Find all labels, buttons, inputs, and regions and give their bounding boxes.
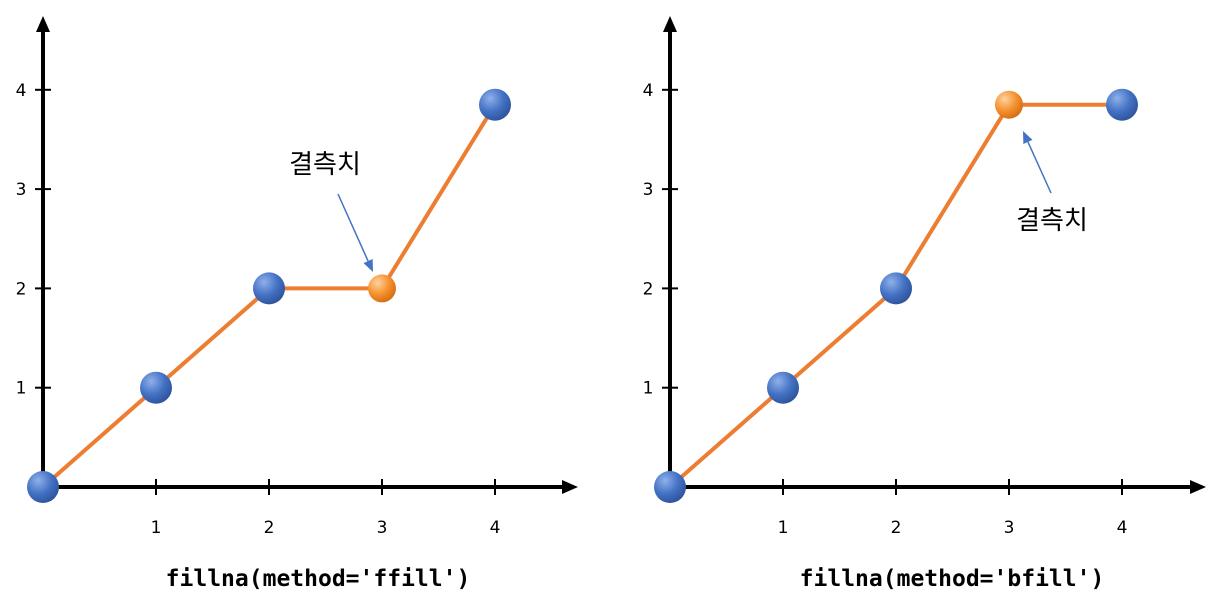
- annotation-label: 결측치: [289, 150, 361, 180]
- missing-data-point: [995, 90, 1023, 119]
- x-tick-label: 3: [377, 518, 388, 538]
- annotation-arrowhead: [363, 259, 373, 272]
- x-tick-label: 1: [778, 518, 789, 538]
- x-tick-label: 2: [264, 518, 275, 538]
- y-axis-arrowhead: [36, 16, 50, 32]
- y-tick-label: 2: [643, 279, 654, 299]
- data-point: [1106, 88, 1138, 121]
- annotation-arrow: [337, 193, 369, 262]
- y-tick-label: 2: [16, 279, 27, 299]
- data-point: [140, 371, 172, 404]
- y-tick-label: 4: [16, 81, 27, 101]
- annotation-label: 결측치: [1016, 206, 1088, 236]
- axes: 1 2 3 4 1 2 3 4: [16, 16, 578, 538]
- chart-panel-bfill: fillna(method='bfill') 결측치 1 2 3 4 1 2 3 4: [643, 16, 1206, 592]
- chart-caption: fillna(method='bfill'): [800, 566, 1105, 592]
- data-point: [253, 272, 285, 305]
- data-point: [479, 88, 511, 121]
- x-axis-arrowhead: [1190, 480, 1206, 494]
- annotation-arrow: [1027, 141, 1052, 194]
- x-axis-arrowhead: [562, 480, 578, 494]
- y-tick-label: 4: [643, 81, 654, 101]
- chart-panel-ffill: fillna(method='ffill') 결측치 1 2 3 4 1 2 3 4: [16, 16, 578, 592]
- missing-data-point: [368, 274, 396, 303]
- y-tick-label: 3: [16, 180, 27, 200]
- data-point: [880, 272, 912, 305]
- y-tick-label: 3: [643, 180, 654, 200]
- x-tick-label: 4: [490, 518, 501, 538]
- y-axis-arrowhead: [663, 16, 677, 32]
- data-point: [767, 371, 799, 404]
- data-point: [654, 471, 686, 503]
- x-tick-label: 3: [1004, 518, 1015, 538]
- data-point: [27, 471, 59, 503]
- y-tick-label: 1: [643, 379, 654, 399]
- annotation-arrowhead: [1023, 131, 1033, 144]
- y-tick-label: 1: [16, 379, 27, 399]
- chart-caption: fillna(method='ffill'): [166, 566, 471, 592]
- x-tick-label: 1: [151, 518, 162, 538]
- axes: 1 2 3 4 1 2 3 4: [643, 16, 1206, 538]
- x-tick-label: 4: [1117, 518, 1128, 538]
- x-tick-label: 2: [891, 518, 902, 538]
